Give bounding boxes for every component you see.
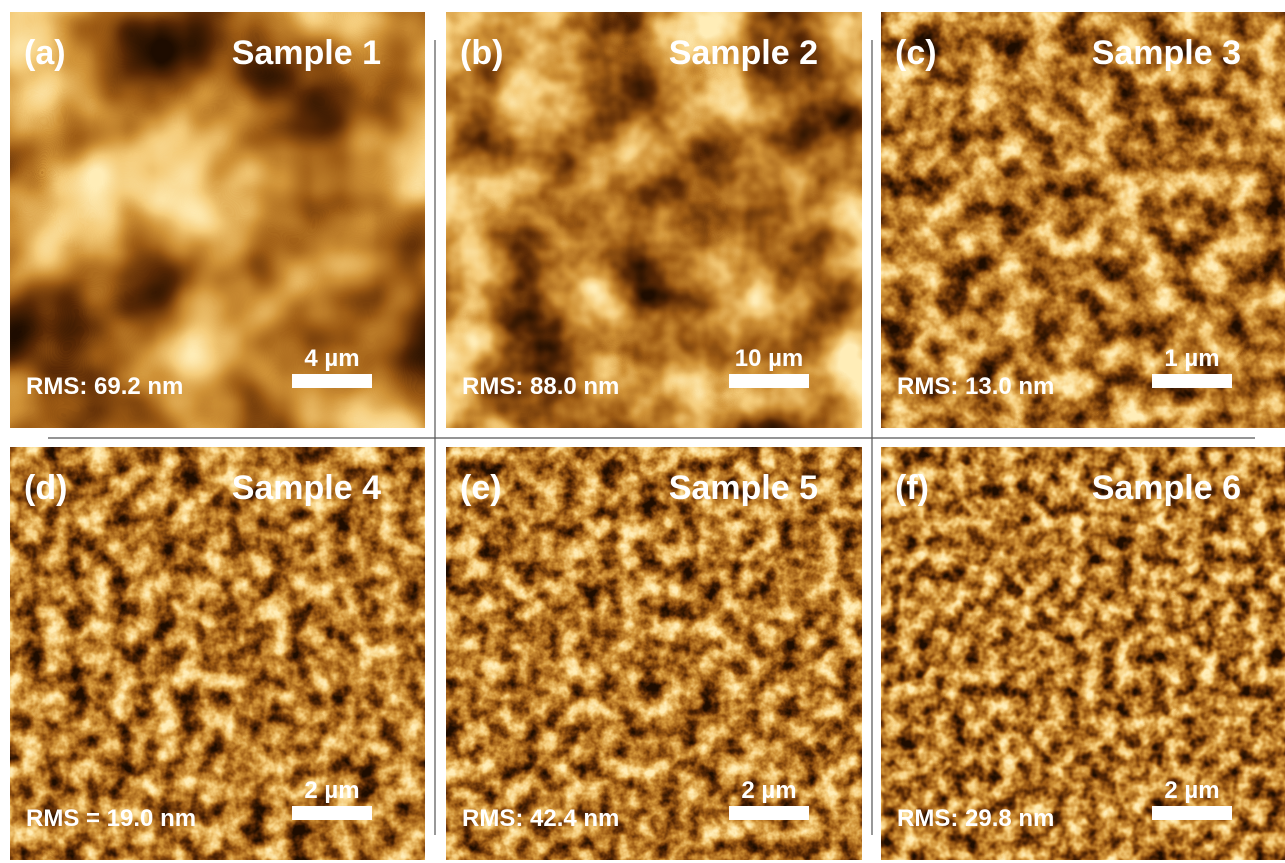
scale-bar [729, 374, 809, 388]
afm-image [881, 447, 1285, 860]
rms-value: RMS: 29.8 nm [897, 805, 1054, 832]
rms-value: RMS: 13.0 nm [897, 373, 1054, 400]
afm-image [10, 12, 425, 428]
scale-label: 2 µm [1164, 777, 1219, 804]
sample-title: Sample 6 [1092, 469, 1241, 507]
scale-label: 2 µm [741, 777, 796, 804]
scale-bar [1152, 374, 1232, 388]
scale-bar [292, 374, 372, 388]
scale-label: 10 µm [735, 345, 804, 372]
panel: (e) Sample 5 RMS: 42.4 nm 2 µm [446, 447, 862, 860]
scale-label: 2 µm [304, 777, 359, 804]
rms-value: RMS: 69.2 nm [26, 373, 183, 400]
panel: (b) Sample 2 RMS: 88.0 nm 10 µm [446, 12, 862, 428]
afm-image [881, 12, 1285, 428]
panel-label: (f) [895, 469, 929, 507]
panel-label: (a) [24, 34, 66, 72]
rms-value: RMS: 88.0 nm [462, 373, 619, 400]
scale-bar [1152, 806, 1232, 820]
scale-label: 4 µm [304, 345, 359, 372]
panel: (a) Sample 1 RMS: 69.2 nm 4 µm [10, 12, 425, 428]
scale-bar [729, 806, 809, 820]
figure: (a) Sample 1 RMS: 69.2 nm 4 µm (b) Sample 2 RM… [0, 0, 1285, 863]
sample-title: Sample 5 [669, 469, 818, 507]
sample-title: Sample 1 [232, 34, 381, 72]
sample-title: Sample 3 [1092, 34, 1241, 72]
rms-value: RMS: 42.4 nm [462, 805, 619, 832]
sample-title: Sample 4 [232, 469, 381, 507]
scale-label: 1 µm [1164, 345, 1219, 372]
afm-image [10, 447, 425, 860]
panel: (c) Sample 3 RMS: 13.0 nm 1 µm [881, 12, 1285, 428]
panel-label: (d) [24, 469, 67, 507]
rms-value: RMS = 19.0 nm [26, 805, 196, 832]
scale-bar [292, 806, 372, 820]
sample-title: Sample 2 [669, 34, 818, 72]
panel-label: (e) [460, 469, 502, 507]
panel-label: (c) [895, 34, 937, 72]
afm-image [446, 447, 862, 860]
panel-label: (b) [460, 34, 503, 72]
panel: (f) Sample 6 RMS: 29.8 nm 2 µm [881, 447, 1285, 860]
panel: (d) Sample 4 RMS = 19.0 nm 2 µm [10, 447, 425, 860]
